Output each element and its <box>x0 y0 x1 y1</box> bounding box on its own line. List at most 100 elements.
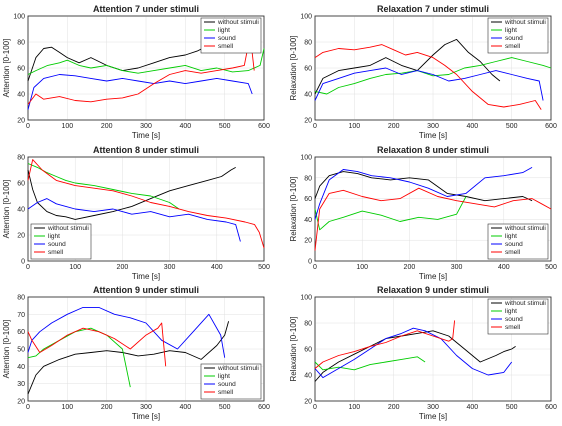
legend-box <box>30 223 92 260</box>
y-tick-label: 60 <box>304 196 312 203</box>
legend-label: smell <box>48 249 64 256</box>
plot-border <box>314 296 552 402</box>
x-tick-label: 500 <box>219 123 231 130</box>
chart-panel-5: 0 100 200 300 400 500 600 20 30 40 50 60 70 80 Attenti… <box>2 285 270 421</box>
x-tick-label: 200 <box>388 123 400 130</box>
legend-label: sound <box>48 241 66 248</box>
x-tick-label: 100 <box>61 123 73 130</box>
series-line-sound <box>314 167 533 220</box>
y-axis-label: Attention [0-100] <box>2 39 11 98</box>
chart-title: Attention 7 under stimuli <box>93 4 199 14</box>
chart-title: Relaxation 9 under stimuli <box>377 285 489 295</box>
y-tick-label: 100 <box>300 155 312 162</box>
y-tick-label: 0 <box>308 259 312 266</box>
y-tick-label: 80 <box>17 295 25 302</box>
x-tick-label: 0 <box>26 123 30 130</box>
x-tick-label: 300 <box>140 404 152 411</box>
y-tick-label: 60 <box>17 329 25 336</box>
series-line-light <box>314 196 467 231</box>
x-tick-label: 300 <box>164 264 176 271</box>
x-tick-label: 100 <box>61 404 73 411</box>
y-tick-label: 0 <box>21 259 25 266</box>
legend-label: smell <box>505 324 521 331</box>
series-line-smell <box>27 35 255 105</box>
y-tick-label: 40 <box>17 364 25 371</box>
y-tick-label: 40 <box>304 373 312 380</box>
series-line-sound <box>314 67 544 101</box>
y-tick-label: 100 <box>300 295 312 302</box>
y-tick-label: 20 <box>17 118 25 125</box>
x-axis-label: Time [s] <box>132 131 160 140</box>
chart-panel-4: 0 100 200 300 400 500 0 20 40 60 80 100 Relaxation 8… <box>289 145 557 281</box>
legend-label: light <box>505 27 517 34</box>
x-tick-label: 500 <box>506 123 518 130</box>
x-tick-label: 400 <box>179 123 191 130</box>
chart-panel-6: 0 100 200 300 400 500 600 20 40 60 80 100 Relaxation… <box>289 285 557 421</box>
y-tick-label: 80 <box>304 321 312 328</box>
series-line-smell <box>314 187 552 251</box>
x-tick-label: 600 <box>258 123 270 130</box>
y-tick-label: 60 <box>304 66 312 73</box>
series-line-smell <box>27 322 167 367</box>
y-tick-label: 70 <box>17 312 25 319</box>
y-axis-label: Relaxation [0-100] <box>289 36 298 101</box>
series-line-light <box>314 57 552 95</box>
x-tick-label: 500 <box>506 404 518 411</box>
legend-label: smell <box>505 249 521 256</box>
x-axis-label: Time [s] <box>132 272 160 281</box>
legend-box <box>200 17 262 54</box>
x-tick-label: 600 <box>545 404 557 411</box>
x-tick-label: 400 <box>466 404 478 411</box>
series-line-sound <box>314 327 513 379</box>
x-tick-label: 0 <box>313 264 317 271</box>
legend-label: without stimuli <box>47 225 89 232</box>
y-tick-label: 80 <box>304 40 312 47</box>
x-tick-label: 0 <box>313 123 317 130</box>
series-line-without-stimuli <box>314 330 516 382</box>
series-line-without-stimuli <box>314 171 533 202</box>
y-tick-label: 20 <box>304 118 312 125</box>
x-tick-label: 600 <box>545 123 557 130</box>
series-line-light <box>27 48 265 75</box>
legend-label: without stimuli <box>217 19 259 26</box>
chart-title: Attention 8 under stimuli <box>93 145 199 155</box>
y-tick-label: 20 <box>304 399 312 406</box>
legend-label: light <box>218 27 230 34</box>
x-tick-label: 300 <box>451 264 463 271</box>
plot-border <box>27 296 265 402</box>
x-tick-label: 500 <box>219 404 231 411</box>
chart-panel-3: 0 100 200 300 400 500 0 20 40 60 80 Attention 8 und… <box>2 145 270 281</box>
x-tick-label: 100 <box>69 264 81 271</box>
legend-label: light <box>505 308 517 315</box>
series-line-sound <box>27 74 253 110</box>
legend-label: sound <box>505 316 523 323</box>
chart-panel-2: 0 100 200 300 400 500 600 20 40 60 80 100 Relaxation… <box>289 4 557 140</box>
series-line-without-stimuli <box>27 167 236 220</box>
y-tick-label: 80 <box>17 40 25 47</box>
series-line-without-stimuli <box>27 321 230 395</box>
legend-label: light <box>48 233 60 240</box>
x-axis-label: Time [s] <box>132 412 160 421</box>
x-axis-label: Time [s] <box>419 272 447 281</box>
y-axis-label: Attention [0-100] <box>2 320 11 379</box>
x-axis-label: Time [s] <box>419 131 447 140</box>
chart-title: Attention 9 under stimuli <box>93 285 199 295</box>
legend-label: light <box>218 373 230 380</box>
legend-box <box>487 223 549 260</box>
legend-label: light <box>505 233 517 240</box>
legend-label: sound <box>218 381 236 388</box>
legend-box <box>487 298 549 335</box>
y-tick-label: 100 <box>300 14 312 21</box>
y-axis-label: Relaxation [0-100] <box>289 317 298 382</box>
chart-title: Relaxation 8 under stimuli <box>377 145 489 155</box>
series-line-sound <box>27 306 226 358</box>
series-line-light <box>27 163 180 210</box>
y-axis-label: Relaxation [0-100] <box>289 177 298 242</box>
x-tick-label: 200 <box>101 404 113 411</box>
x-tick-label: 400 <box>179 404 191 411</box>
chart-title: Relaxation 7 under stimuli <box>377 4 489 14</box>
x-tick-label: 100 <box>348 404 360 411</box>
y-tick-label: 60 <box>17 66 25 73</box>
